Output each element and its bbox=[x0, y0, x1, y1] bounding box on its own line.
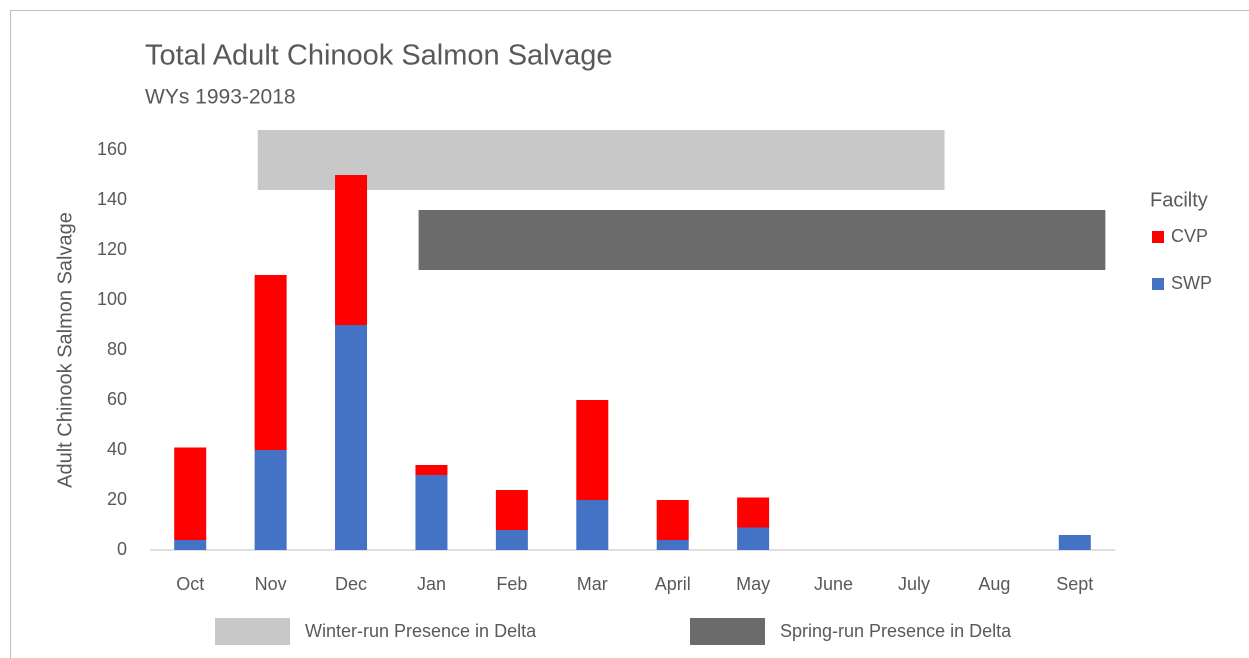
bar-segment bbox=[254, 275, 287, 450]
bar-segment bbox=[737, 527, 770, 550]
legend-label: SWP bbox=[1171, 273, 1212, 293]
bar-segment bbox=[174, 447, 207, 540]
legend-swatch bbox=[1152, 231, 1164, 243]
x-tick-label: Dec bbox=[335, 574, 367, 594]
y-tick-label: 140 bbox=[97, 189, 127, 209]
presence-band bbox=[257, 130, 945, 190]
y-tick-label: 20 bbox=[107, 489, 127, 509]
x-tick-label: Nov bbox=[255, 574, 287, 594]
bar-segment bbox=[576, 400, 609, 500]
y-tick-label: 160 bbox=[97, 139, 127, 159]
bar-segment bbox=[254, 450, 287, 550]
bar-segment bbox=[335, 325, 368, 550]
x-tick-label: Jan bbox=[417, 574, 446, 594]
legend-swatch bbox=[690, 618, 765, 645]
bar-segment bbox=[335, 175, 368, 325]
x-tick-label: Aug bbox=[978, 574, 1010, 594]
x-tick-label: April bbox=[655, 574, 691, 594]
y-axis-label: Adult Chinook Salmon Salvage bbox=[54, 212, 76, 488]
legend-swatch bbox=[1152, 278, 1164, 290]
bar-segment bbox=[495, 490, 528, 530]
bar-segment bbox=[415, 475, 448, 550]
bar-segment bbox=[737, 497, 770, 528]
x-tick-label: May bbox=[736, 574, 770, 594]
bar-segment bbox=[1058, 535, 1091, 550]
y-tick-label: 80 bbox=[107, 339, 127, 359]
legend-label: CVP bbox=[1171, 226, 1208, 246]
y-tick-label: 0 bbox=[117, 539, 127, 559]
bar-segment bbox=[576, 500, 609, 550]
bar-segment bbox=[656, 540, 689, 550]
x-tick-label: July bbox=[898, 574, 930, 594]
y-tick-label: 120 bbox=[97, 239, 127, 259]
x-tick-label: Feb bbox=[496, 574, 527, 594]
bar-segment bbox=[495, 530, 528, 550]
y-tick-label: 40 bbox=[107, 439, 127, 459]
presence-band bbox=[418, 210, 1106, 270]
chart-title: Total Adult Chinook Salmon Salvage bbox=[145, 40, 613, 72]
bar-segment bbox=[415, 465, 448, 475]
y-tick-label: 100 bbox=[97, 289, 127, 309]
frame bbox=[10, 10, 1249, 658]
x-tick-label: Mar bbox=[577, 574, 608, 594]
chart-subtitle: WYs 1993-2018 bbox=[145, 86, 296, 109]
bar-segment bbox=[174, 540, 207, 550]
y-tick-label: 60 bbox=[107, 389, 127, 409]
x-tick-label: Oct bbox=[176, 574, 204, 594]
x-tick-label: June bbox=[814, 574, 853, 594]
bar-segment bbox=[656, 500, 689, 540]
legend-title: Facilty bbox=[1150, 189, 1208, 211]
legend-label: Winter-run Presence in Delta bbox=[305, 621, 537, 641]
legend-swatch bbox=[215, 618, 290, 645]
legend-label: Spring-run Presence in Delta bbox=[780, 621, 1012, 641]
x-tick-label: Sept bbox=[1056, 574, 1093, 594]
